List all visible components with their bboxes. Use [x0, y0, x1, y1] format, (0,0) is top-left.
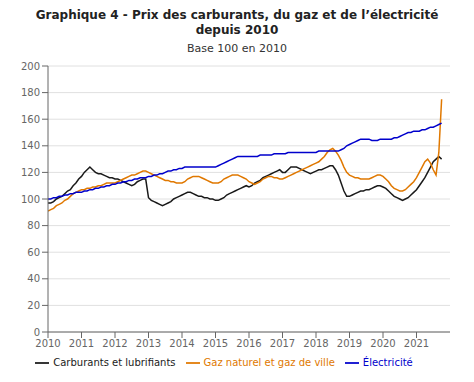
html-text:Électricité: Électricité — [362, 357, 413, 368]
svg-text:2020: 2020 — [370, 338, 395, 349]
svg-text:2019: 2019 — [337, 338, 362, 349]
html-text:Carburants et lubrifiants: Carburants et lubrifiants — [53, 357, 176, 368]
svg-text:2012: 2012 — [102, 338, 127, 349]
svg-text:2017: 2017 — [270, 338, 295, 349]
svg-text:2016: 2016 — [236, 338, 261, 349]
svg-text:20: 20 — [27, 300, 40, 311]
svg-text:2010: 2010 — [35, 338, 60, 349]
svg-text:2014: 2014 — [169, 338, 194, 349]
svg-text:2021: 2021 — [404, 338, 429, 349]
svg-text:200: 200 — [21, 61, 40, 72]
svg-text:2013: 2013 — [136, 338, 161, 349]
html-text:Gaz naturel et gaz de ville: Gaz naturel et gaz de ville — [203, 357, 335, 368]
html-text:Graphique 4 - Prix des carbura: Graphique 4 - Prix des carburants, du ga… — [35, 8, 439, 37]
svg-text:2015: 2015 — [203, 338, 228, 349]
svg-text:60: 60 — [27, 247, 40, 258]
svg-text:160: 160 — [21, 114, 40, 125]
html-text:Base 100 en 2010: Base 100 en 2010 — [187, 42, 287, 55]
svg-text:0: 0 — [34, 327, 40, 338]
svg-text:2011: 2011 — [69, 338, 94, 349]
svg-text:80: 80 — [27, 220, 40, 231]
svg-text:100: 100 — [21, 194, 40, 205]
svg-text:120: 120 — [21, 167, 40, 178]
svg-text:40: 40 — [27, 273, 40, 284]
svg-text:140: 140 — [21, 140, 40, 151]
svg-text:180: 180 — [21, 87, 40, 98]
svg-text:2018: 2018 — [303, 338, 328, 349]
